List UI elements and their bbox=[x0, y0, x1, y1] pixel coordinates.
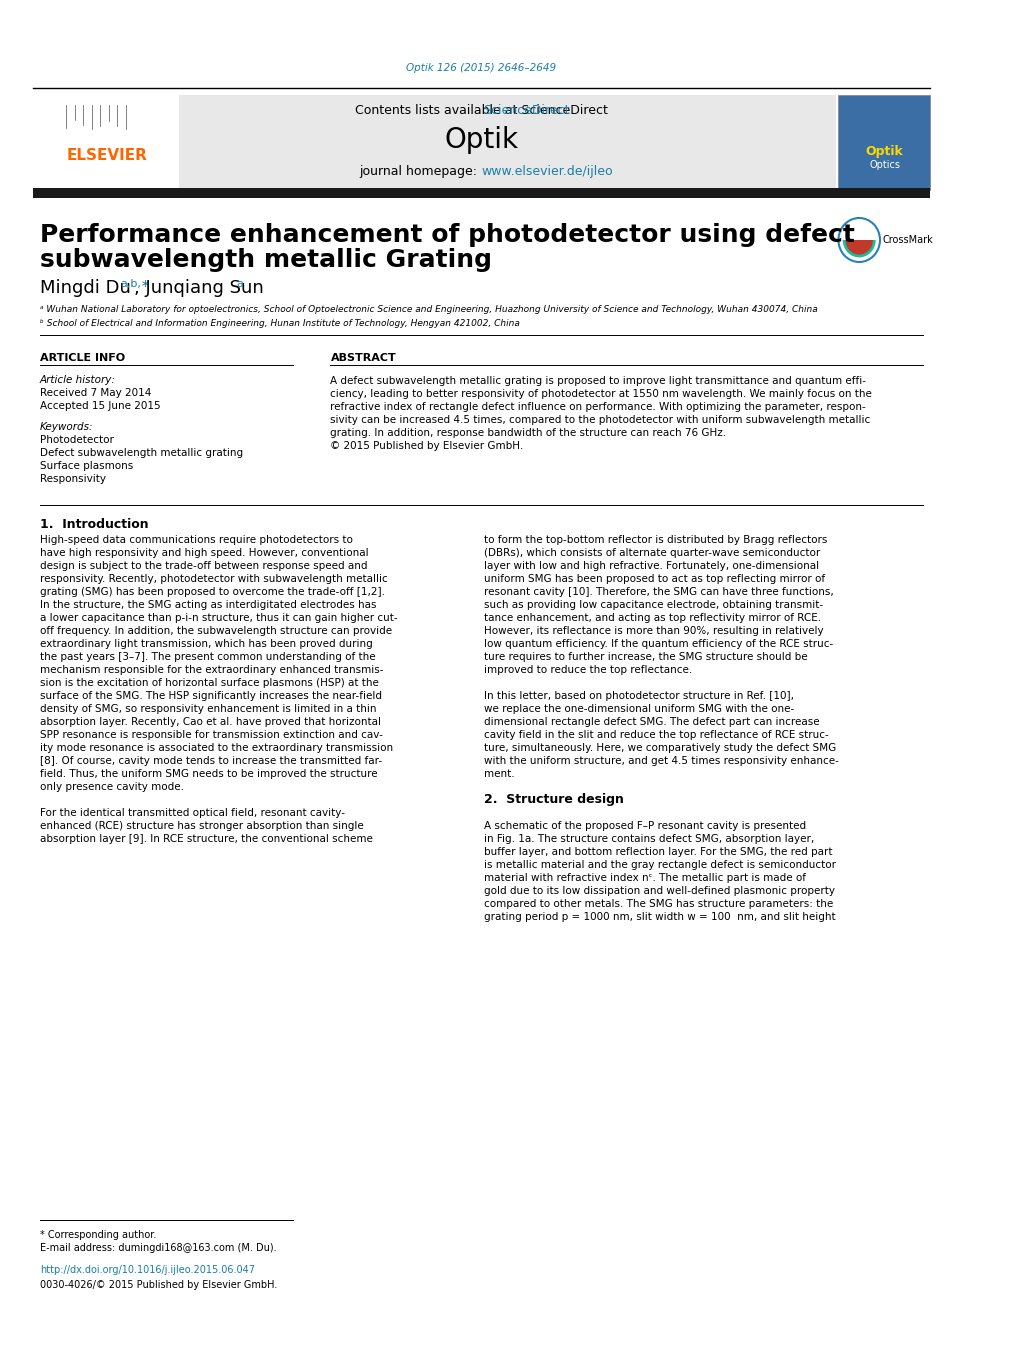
Text: www.elsevier.de/ijleo: www.elsevier.de/ijleo bbox=[481, 166, 612, 178]
Text: Surface plasmons: Surface plasmons bbox=[40, 461, 132, 471]
Text: SPP resonance is responsible for transmission extinction and cav-: SPP resonance is responsible for transmi… bbox=[40, 730, 382, 740]
Text: ᵃ Wuhan National Laboratory for optoelectronics, School of Optoelectronic Scienc: ᵃ Wuhan National Laboratory for optoelec… bbox=[40, 305, 816, 315]
Text: the past years [3–7]. The present common understanding of the: the past years [3–7]. The present common… bbox=[40, 653, 375, 662]
Text: field. Thus, the uniform SMG needs to be improved the structure: field. Thus, the uniform SMG needs to be… bbox=[40, 769, 377, 780]
Text: Received 7 May 2014: Received 7 May 2014 bbox=[40, 388, 151, 399]
Text: design is subject to the trade-off between response speed and: design is subject to the trade-off betwe… bbox=[40, 561, 367, 571]
Text: 1.  Introduction: 1. Introduction bbox=[40, 519, 148, 531]
Text: tance enhancement, and acting as top reflectivity mirror of RCE.: tance enhancement, and acting as top ref… bbox=[484, 613, 820, 623]
Text: in Fig. 1a. The structure contains defect SMG, absorption layer,: in Fig. 1a. The structure contains defec… bbox=[484, 834, 814, 844]
Text: is metallic material and the gray rectangle defect is semiconductor: is metallic material and the gray rectan… bbox=[484, 861, 836, 870]
FancyBboxPatch shape bbox=[838, 95, 929, 190]
Text: Optik: Optik bbox=[865, 146, 903, 158]
Text: CrossMark: CrossMark bbox=[882, 235, 932, 245]
Text: Article history:: Article history: bbox=[40, 376, 115, 385]
Text: However, its reflectance is more than 90%, resulting in relatively: However, its reflectance is more than 90… bbox=[484, 626, 823, 636]
Text: dimensional rectangle defect SMG. The defect part can increase: dimensional rectangle defect SMG. The de… bbox=[484, 717, 819, 727]
Text: Performance enhancement of photodetector using defect: Performance enhancement of photodetector… bbox=[40, 223, 854, 247]
Text: a: a bbox=[235, 280, 243, 289]
Text: ABSTRACT: ABSTRACT bbox=[330, 353, 395, 363]
Text: In this letter, based on photodetector structure in Ref. [10],: In this letter, based on photodetector s… bbox=[484, 690, 794, 701]
Text: enhanced (RCE) structure has stronger absorption than single: enhanced (RCE) structure has stronger ab… bbox=[40, 821, 363, 831]
Text: surface of the SMG. The HSP significantly increases the near-field: surface of the SMG. The HSP significantl… bbox=[40, 690, 381, 701]
Text: ciency, leading to better responsivity of photodetector at 1550 nm wavelength. W: ciency, leading to better responsivity o… bbox=[330, 389, 871, 399]
Text: mechanism responsible for the extraordinary enhanced transmis-: mechanism responsible for the extraordin… bbox=[40, 665, 383, 676]
Text: In the structure, the SMG acting as interdigitated electrodes has: In the structure, the SMG acting as inte… bbox=[40, 600, 376, 611]
Text: a lower capacitance than p-i-n structure, thus it can gain higher cut-: a lower capacitance than p-i-n structure… bbox=[40, 613, 396, 623]
Text: E-mail address: dumingdi168@163.com (M. Du).: E-mail address: dumingdi168@163.com (M. … bbox=[40, 1243, 276, 1252]
Text: uniform SMG has been proposed to act as top reflecting mirror of: uniform SMG has been proposed to act as … bbox=[484, 574, 824, 584]
Text: A schematic of the proposed F–P resonant cavity is presented: A schematic of the proposed F–P resonant… bbox=[484, 821, 806, 831]
Text: density of SMG, so responsivity enhancement is limited in a thin: density of SMG, so responsivity enhancem… bbox=[40, 704, 376, 713]
Text: ᵇ School of Electrical and Information Engineering, Hunan Institute of Technolog: ᵇ School of Electrical and Information E… bbox=[40, 319, 519, 327]
Text: grating period p = 1000 nm, slit width w = 100  nm, and slit height: grating period p = 1000 nm, slit width w… bbox=[484, 912, 836, 921]
Text: © 2015 Published by Elsevier GmbH.: © 2015 Published by Elsevier GmbH. bbox=[330, 440, 523, 451]
Text: journal homepage:: journal homepage: bbox=[359, 166, 481, 178]
Text: sivity can be increased 4.5 times, compared to the photodetector with uniform su: sivity can be increased 4.5 times, compa… bbox=[330, 415, 870, 426]
Text: , Junqiang Sun: , Junqiang Sun bbox=[133, 280, 264, 297]
Text: to form the top-bottom reflector is distributed by Bragg reflectors: to form the top-bottom reflector is dist… bbox=[484, 535, 827, 544]
Text: (DBRs), which consists of alternate quarter-wave semiconductor: (DBRs), which consists of alternate quar… bbox=[484, 549, 820, 558]
Text: such as providing low capacitance electrode, obtaining transmit-: such as providing low capacitance electr… bbox=[484, 600, 822, 611]
Text: 0030-4026/© 2015 Published by Elsevier GmbH.: 0030-4026/© 2015 Published by Elsevier G… bbox=[40, 1279, 277, 1290]
Text: only presence cavity mode.: only presence cavity mode. bbox=[40, 782, 183, 792]
Text: low quantum efficiency. If the quantum efficiency of the RCE struc-: low quantum efficiency. If the quantum e… bbox=[484, 639, 833, 648]
Text: extraordinary light transmission, which has been proved during: extraordinary light transmission, which … bbox=[40, 639, 372, 648]
Text: sion is the excitation of horizontal surface plasmons (HSP) at the: sion is the excitation of horizontal sur… bbox=[40, 678, 378, 688]
FancyBboxPatch shape bbox=[33, 188, 929, 199]
Text: A defect subwavelength metallic grating is proposed to improve light transmittan: A defect subwavelength metallic grating … bbox=[330, 376, 865, 386]
Text: grating. In addition, response bandwidth of the structure can reach 76 GHz.: grating. In addition, response bandwidth… bbox=[330, 428, 726, 438]
Text: For the identical transmitted optical field, resonant cavity-: For the identical transmitted optical fi… bbox=[40, 808, 344, 817]
Text: ture requires to further increase, the SMG structure should be: ture requires to further increase, the S… bbox=[484, 653, 807, 662]
Text: High-speed data communications require photodetectors to: High-speed data communications require p… bbox=[40, 535, 353, 544]
Text: responsivity. Recently, photodetector with subwavelength metallic: responsivity. Recently, photodetector wi… bbox=[40, 574, 387, 584]
Text: Accepted 15 June 2015: Accepted 15 June 2015 bbox=[40, 401, 160, 411]
Text: cavity field in the slit and reduce the top reflectance of RCE struc-: cavity field in the slit and reduce the … bbox=[484, 730, 828, 740]
Circle shape bbox=[838, 218, 879, 262]
Text: resonant cavity [10]. Therefore, the SMG can have three functions,: resonant cavity [10]. Therefore, the SMG… bbox=[484, 586, 834, 597]
Text: we replace the one-dimensional uniform SMG with the one-: we replace the one-dimensional uniform S… bbox=[484, 704, 794, 713]
Text: Optik: Optik bbox=[444, 126, 518, 154]
Text: Contents lists available at ScienceDirect: Contents lists available at ScienceDirec… bbox=[355, 104, 607, 116]
Text: refractive index of rectangle defect influence on performance. With optimizing t: refractive index of rectangle defect inf… bbox=[330, 403, 865, 412]
Text: Optik 126 (2015) 2646–2649: Optik 126 (2015) 2646–2649 bbox=[407, 63, 556, 73]
Text: material with refractive index nᶜ. The metallic part is made of: material with refractive index nᶜ. The m… bbox=[484, 873, 806, 884]
Text: layer with low and high refractive. Fortunately, one-dimensional: layer with low and high refractive. Fort… bbox=[484, 561, 818, 571]
Text: http://dx.doi.org/10.1016/j.ijleo.2015.06.047: http://dx.doi.org/10.1016/j.ijleo.2015.0… bbox=[40, 1265, 255, 1275]
Text: ScienceDirect: ScienceDirect bbox=[483, 104, 570, 116]
Text: ARTICLE INFO: ARTICLE INFO bbox=[40, 353, 124, 363]
Text: Keywords:: Keywords: bbox=[40, 422, 93, 432]
Text: buffer layer, and bottom reflection layer. For the SMG, the red part: buffer layer, and bottom reflection laye… bbox=[484, 847, 833, 857]
Text: Photodetector: Photodetector bbox=[40, 435, 113, 444]
Text: off frequency. In addition, the subwavelength structure can provide: off frequency. In addition, the subwavel… bbox=[40, 626, 391, 636]
Text: * Corresponding author.: * Corresponding author. bbox=[40, 1229, 156, 1240]
Text: absorption layer [9]. In RCE structure, the conventional scheme: absorption layer [9]. In RCE structure, … bbox=[40, 834, 372, 844]
Text: 2.  Structure design: 2. Structure design bbox=[484, 793, 624, 807]
FancyBboxPatch shape bbox=[33, 95, 179, 190]
Text: ity mode resonance is associated to the extraordinary transmission: ity mode resonance is associated to the … bbox=[40, 743, 392, 753]
Text: Mingdi Du: Mingdi Du bbox=[40, 280, 130, 297]
Text: [8]. Of course, cavity mode tends to increase the transmitted far-: [8]. Of course, cavity mode tends to inc… bbox=[40, 757, 381, 766]
Text: absorption layer. Recently, Cao et al. have proved that horizontal: absorption layer. Recently, Cao et al. h… bbox=[40, 717, 380, 727]
Text: Responsivity: Responsivity bbox=[40, 474, 106, 484]
Text: compared to other metals. The SMG has structure parameters: the: compared to other metals. The SMG has st… bbox=[484, 898, 833, 909]
Text: subwavelength metallic Grating: subwavelength metallic Grating bbox=[40, 249, 491, 272]
Text: grating (SMG) has been proposed to overcome the trade-off [1,2].: grating (SMG) has been proposed to overc… bbox=[40, 586, 384, 597]
Text: a,b,∗: a,b,∗ bbox=[120, 280, 150, 289]
Text: ture, simultaneously. Here, we comparatively study the defect SMG: ture, simultaneously. Here, we comparati… bbox=[484, 743, 836, 753]
Text: with the uniform structure, and get 4.5 times responsivity enhance-: with the uniform structure, and get 4.5 … bbox=[484, 757, 839, 766]
Text: ELSEVIER: ELSEVIER bbox=[66, 147, 147, 162]
Text: have high responsivity and high speed. However, conventional: have high responsivity and high speed. H… bbox=[40, 549, 368, 558]
FancyBboxPatch shape bbox=[33, 95, 835, 190]
Text: ment.: ment. bbox=[484, 769, 515, 780]
Text: improved to reduce the top reflectance.: improved to reduce the top reflectance. bbox=[484, 665, 692, 676]
Wedge shape bbox=[844, 240, 873, 255]
Text: gold due to its low dissipation and well-defined plasmonic property: gold due to its low dissipation and well… bbox=[484, 886, 835, 896]
Text: Defect subwavelength metallic grating: Defect subwavelength metallic grating bbox=[40, 449, 243, 458]
Text: Optics: Optics bbox=[868, 159, 900, 170]
